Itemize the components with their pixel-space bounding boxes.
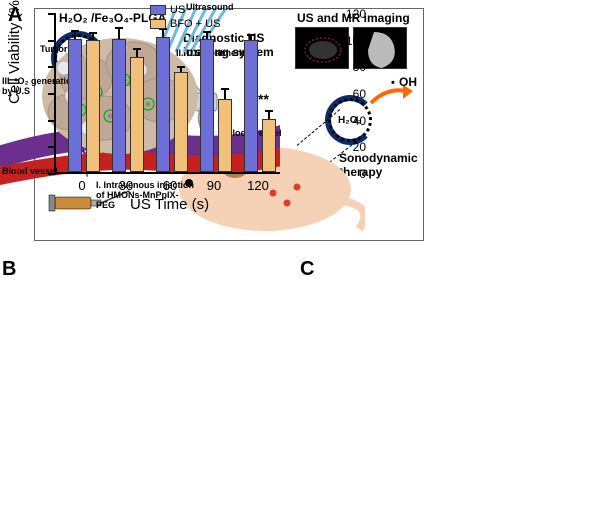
error-bar bbox=[224, 89, 226, 98]
bar bbox=[130, 57, 144, 172]
bar bbox=[200, 39, 214, 172]
y-tick bbox=[48, 66, 56, 68]
panel-c: Cell Viability (%) US Time (s) US BFO + … bbox=[0, 215, 294, 430]
y-tick bbox=[48, 13, 56, 15]
error-bar bbox=[206, 32, 208, 39]
y-tick-label: 60 bbox=[336, 87, 366, 101]
error-bar bbox=[268, 111, 270, 119]
x-axis-label: US Time (s) bbox=[130, 196, 209, 213]
error-bar bbox=[118, 28, 120, 39]
y-tick-label: 20 bbox=[336, 140, 366, 154]
error-cap bbox=[89, 32, 97, 34]
x-tick-label: 120 bbox=[240, 178, 276, 193]
bar bbox=[262, 119, 276, 172]
x-tick-label: 60 bbox=[152, 178, 188, 193]
legend-text-bfo: BFO + US bbox=[170, 18, 220, 30]
error-cap bbox=[133, 48, 141, 50]
chart-legend: US BFO + US bbox=[150, 4, 220, 32]
y-tick bbox=[48, 120, 56, 122]
error-cap bbox=[247, 34, 255, 36]
legend-swatch-us bbox=[150, 5, 166, 15]
y-axis-label: Cell Viability (%) bbox=[6, 0, 23, 104]
bar bbox=[218, 99, 232, 172]
y-tick-label: 0 bbox=[336, 167, 366, 181]
error-bar bbox=[136, 49, 138, 57]
error-cap bbox=[177, 66, 185, 68]
x-tick-label: 30 bbox=[108, 178, 144, 193]
error-bar bbox=[74, 31, 76, 39]
bar bbox=[174, 72, 188, 172]
y-tick-label: 80 bbox=[336, 60, 366, 74]
panel-label-b: B bbox=[2, 258, 16, 281]
significance-marker: ** bbox=[258, 91, 269, 107]
oh-label: OH bbox=[399, 75, 417, 89]
legend-swatch-bfo bbox=[150, 19, 166, 29]
legend-text-us: US bbox=[170, 4, 185, 16]
y-tick bbox=[48, 93, 56, 95]
error-cap bbox=[71, 30, 79, 32]
error-cap bbox=[115, 27, 123, 29]
panel-label-c: C bbox=[300, 258, 314, 281]
bar bbox=[244, 40, 258, 172]
error-cap bbox=[221, 88, 229, 90]
y-tick-label: 40 bbox=[336, 114, 366, 128]
y-tick bbox=[48, 146, 56, 148]
x-tick-label: 90 bbox=[196, 178, 232, 193]
bar-chart bbox=[54, 14, 280, 174]
oh-bullet: • bbox=[391, 77, 395, 89]
bar bbox=[68, 39, 82, 172]
y-tick bbox=[48, 173, 56, 175]
error-cap bbox=[265, 110, 273, 112]
y-tick bbox=[48, 40, 56, 42]
y-tick-label: 120 bbox=[336, 7, 366, 21]
bar bbox=[86, 40, 100, 172]
legend-row-bfo: BFO + US bbox=[150, 18, 220, 30]
bar bbox=[156, 37, 170, 172]
legend-row-us: US bbox=[150, 4, 220, 16]
y-tick-label: 100 bbox=[336, 34, 366, 48]
bar bbox=[112, 39, 126, 172]
x-tick-label: 0 bbox=[64, 178, 100, 193]
